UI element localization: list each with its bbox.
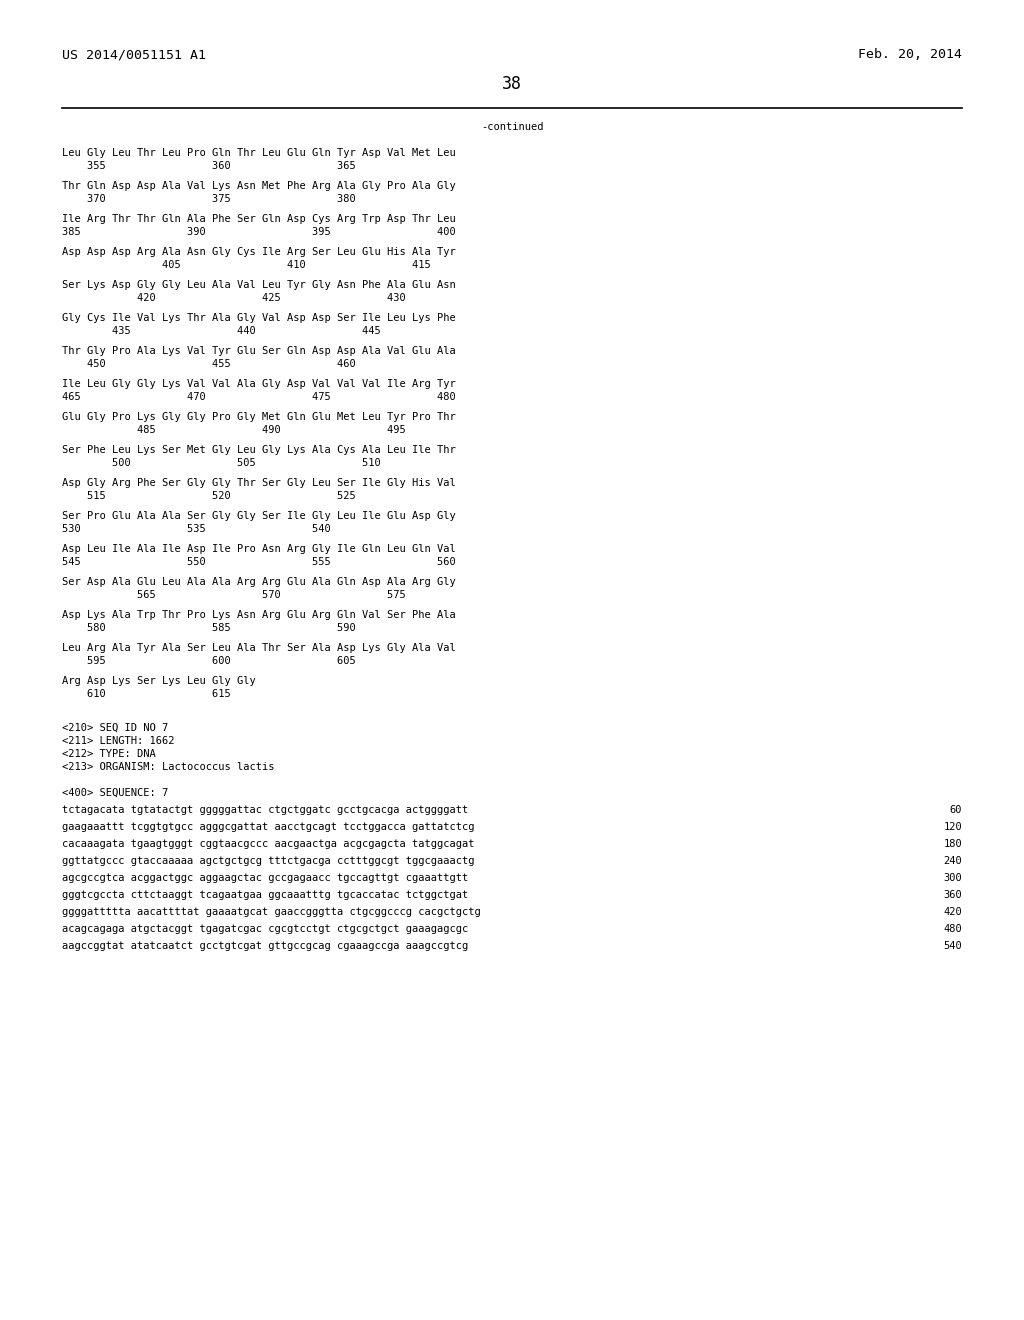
Text: 420: 420 (943, 907, 962, 917)
Text: <213> ORGANISM: Lactococcus lactis: <213> ORGANISM: Lactococcus lactis (62, 762, 274, 772)
Text: 180: 180 (943, 840, 962, 849)
Text: US 2014/0051151 A1: US 2014/0051151 A1 (62, 48, 206, 61)
Text: -continued: -continued (480, 121, 544, 132)
Text: 435                 440                 445: 435 440 445 (62, 326, 381, 337)
Text: Glu Gly Pro Lys Gly Gly Pro Gly Met Gln Glu Met Leu Tyr Pro Thr: Glu Gly Pro Lys Gly Gly Pro Gly Met Gln … (62, 412, 456, 422)
Text: Leu Arg Ala Tyr Ala Ser Leu Ala Thr Ser Ala Asp Lys Gly Ala Val: Leu Arg Ala Tyr Ala Ser Leu Ala Thr Ser … (62, 643, 456, 653)
Text: 300: 300 (943, 873, 962, 883)
Text: 595                 600                 605: 595 600 605 (62, 656, 355, 667)
Text: 465                 470                 475                 480: 465 470 475 480 (62, 392, 456, 403)
Text: tctagacata tgtatactgt gggggattac ctgctggatc gcctgcacga actggggatt: tctagacata tgtatactgt gggggattac ctgctgg… (62, 805, 468, 814)
Text: <212> TYPE: DNA: <212> TYPE: DNA (62, 748, 156, 759)
Text: 370                 375                 380: 370 375 380 (62, 194, 355, 205)
Text: ggggattttta aacattttat gaaaatgcat gaaccgggtta ctgcggcccg cacgctgctg: ggggattttta aacattttat gaaaatgcat gaaccg… (62, 907, 480, 917)
Text: 580                 585                 590: 580 585 590 (62, 623, 355, 634)
Text: cacaaagata tgaagtgggt cggtaacgccc aacgaactga acgcgagcta tatggcagat: cacaaagata tgaagtgggt cggtaacgccc aacgaa… (62, 840, 474, 849)
Text: Arg Asp Lys Ser Lys Leu Gly Gly: Arg Asp Lys Ser Lys Leu Gly Gly (62, 676, 256, 686)
Text: Ser Pro Glu Ala Ala Ser Gly Gly Ser Ile Gly Leu Ile Glu Asp Gly: Ser Pro Glu Ala Ala Ser Gly Gly Ser Ile … (62, 511, 456, 521)
Text: 480: 480 (943, 924, 962, 935)
Text: 540: 540 (943, 941, 962, 950)
Text: 355                 360                 365: 355 360 365 (62, 161, 355, 172)
Text: <400> SEQUENCE: 7: <400> SEQUENCE: 7 (62, 788, 168, 799)
Text: 405                 410                 415: 405 410 415 (62, 260, 431, 271)
Text: 385                 390                 395                 400: 385 390 395 400 (62, 227, 456, 238)
Text: 545                 550                 555                 560: 545 550 555 560 (62, 557, 456, 568)
Text: Ser Asp Ala Glu Leu Ala Ala Arg Arg Glu Ala Gln Asp Ala Arg Gly: Ser Asp Ala Glu Leu Ala Ala Arg Arg Glu … (62, 577, 456, 587)
Text: Ile Arg Thr Thr Gln Ala Phe Ser Gln Asp Cys Arg Trp Asp Thr Leu: Ile Arg Thr Thr Gln Ala Phe Ser Gln Asp … (62, 214, 456, 224)
Text: 500                 505                 510: 500 505 510 (62, 458, 381, 469)
Text: <211> LENGTH: 1662: <211> LENGTH: 1662 (62, 737, 174, 746)
Text: Asp Asp Asp Arg Ala Asn Gly Cys Ile Arg Ser Leu Glu His Ala Tyr: Asp Asp Asp Arg Ala Asn Gly Cys Ile Arg … (62, 247, 456, 257)
Text: Feb. 20, 2014: Feb. 20, 2014 (858, 48, 962, 61)
Text: <210> SEQ ID NO 7: <210> SEQ ID NO 7 (62, 723, 168, 733)
Text: gaagaaattt tcggtgtgcc agggcgattat aacctgcagt tcctggacca gattatctcg: gaagaaattt tcggtgtgcc agggcgattat aacctg… (62, 822, 474, 832)
Text: 610                 615: 610 615 (62, 689, 230, 700)
Text: 120: 120 (943, 822, 962, 832)
Text: ggttatgccc gtaccaaaaa agctgctgcg tttctgacga cctttggcgt tggcgaaactg: ggttatgccc gtaccaaaaa agctgctgcg tttctga… (62, 855, 474, 866)
Text: 565                 570                 575: 565 570 575 (62, 590, 406, 601)
Text: agcgccgtca acggactggc aggaagctac gccgagaacc tgccagttgt cgaaattgtt: agcgccgtca acggactggc aggaagctac gccgaga… (62, 873, 468, 883)
Text: 450                 455                 460: 450 455 460 (62, 359, 355, 370)
Text: 485                 490                 495: 485 490 495 (62, 425, 406, 436)
Text: Ser Lys Asp Gly Gly Leu Ala Val Leu Tyr Gly Asn Phe Ala Glu Asn: Ser Lys Asp Gly Gly Leu Ala Val Leu Tyr … (62, 280, 456, 290)
Text: 60: 60 (949, 805, 962, 814)
Text: Thr Gln Asp Asp Ala Val Lys Asn Met Phe Arg Ala Gly Pro Ala Gly: Thr Gln Asp Asp Ala Val Lys Asn Met Phe … (62, 181, 456, 191)
Text: Asp Leu Ile Ala Ile Asp Ile Pro Asn Arg Gly Ile Gln Leu Gln Val: Asp Leu Ile Ala Ile Asp Ile Pro Asn Arg … (62, 544, 456, 554)
Text: Gly Cys Ile Val Lys Thr Ala Gly Val Asp Asp Ser Ile Leu Lys Phe: Gly Cys Ile Val Lys Thr Ala Gly Val Asp … (62, 313, 456, 323)
Text: Asp Gly Arg Phe Ser Gly Gly Thr Ser Gly Leu Ser Ile Gly His Val: Asp Gly Arg Phe Ser Gly Gly Thr Ser Gly … (62, 478, 456, 488)
Text: Thr Gly Pro Ala Lys Val Tyr Glu Ser Gln Asp Asp Ala Val Glu Ala: Thr Gly Pro Ala Lys Val Tyr Glu Ser Gln … (62, 346, 456, 356)
Text: 360: 360 (943, 890, 962, 900)
Text: Ile Leu Gly Gly Lys Val Val Ala Gly Asp Val Val Val Ile Arg Tyr: Ile Leu Gly Gly Lys Val Val Ala Gly Asp … (62, 379, 456, 389)
Text: 420                 425                 430: 420 425 430 (62, 293, 406, 304)
Text: acagcagaga atgctacggt tgagatcgac cgcgtcctgt ctgcgctgct gaaagagcgc: acagcagaga atgctacggt tgagatcgac cgcgtcc… (62, 924, 468, 935)
Text: gggtcgccta cttctaaggt tcagaatgaa ggcaaatttg tgcaccatac tctggctgat: gggtcgccta cttctaaggt tcagaatgaa ggcaaat… (62, 890, 468, 900)
Text: aagccggtat atatcaatct gcctgtcgat gttgccgcag cgaaagccga aaagccgtcg: aagccggtat atatcaatct gcctgtcgat gttgccg… (62, 941, 468, 950)
Text: Asp Lys Ala Trp Thr Pro Lys Asn Arg Glu Arg Gln Val Ser Phe Ala: Asp Lys Ala Trp Thr Pro Lys Asn Arg Glu … (62, 610, 456, 620)
Text: 38: 38 (502, 75, 522, 92)
Text: Leu Gly Leu Thr Leu Pro Gln Thr Leu Glu Gln Tyr Asp Val Met Leu: Leu Gly Leu Thr Leu Pro Gln Thr Leu Glu … (62, 148, 456, 158)
Text: 240: 240 (943, 855, 962, 866)
Text: 530                 535                 540: 530 535 540 (62, 524, 331, 535)
Text: Ser Phe Leu Lys Ser Met Gly Leu Gly Lys Ala Cys Ala Leu Ile Thr: Ser Phe Leu Lys Ser Met Gly Leu Gly Lys … (62, 445, 456, 455)
Text: 515                 520                 525: 515 520 525 (62, 491, 355, 502)
